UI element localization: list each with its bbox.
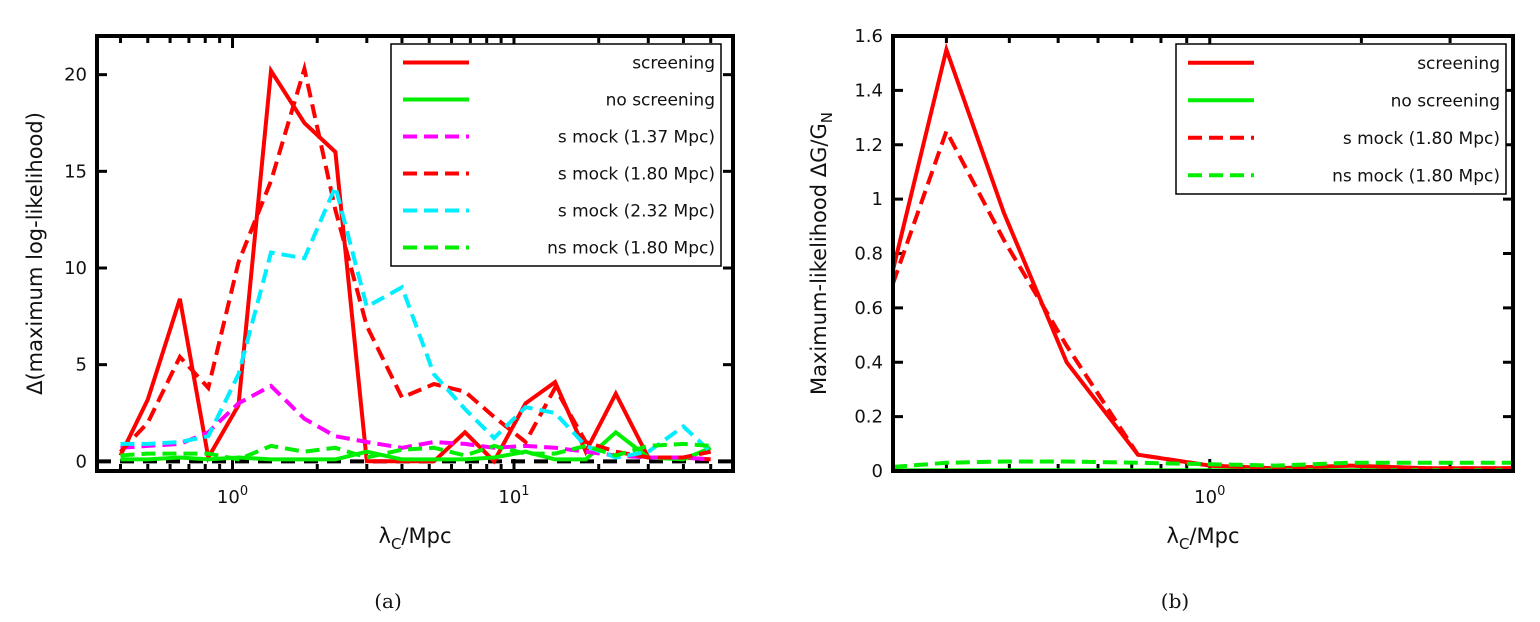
series-line-ns-mock-1-80-mpc- xyxy=(893,459,1513,469)
legend-box xyxy=(1175,43,1507,195)
y-axis-label: Maximum-likelihood ΔG/GN xyxy=(807,112,836,395)
y-tick-label: 20 xyxy=(64,65,87,86)
chart-panel-a: 0 5 10 15 20 100 101 screening no screening s moc… xyxy=(23,34,735,613)
legend-box xyxy=(390,43,722,267)
plot-frame xyxy=(891,34,1515,473)
legend-label: s mock (2.32 Mpc) xyxy=(558,202,715,222)
x-tick-label: 100 xyxy=(1194,484,1225,508)
y-tick-label: 15 xyxy=(64,161,87,182)
series-line-no-screening xyxy=(120,429,712,462)
legend-label: screening xyxy=(1417,54,1500,74)
legend-label: screening xyxy=(632,54,715,74)
y-tick-label: 0.2 xyxy=(854,407,883,428)
y-tick-label: 10 xyxy=(64,258,87,279)
y-tick-label: 1.4 xyxy=(854,80,883,101)
panel-caption: (a) xyxy=(374,589,402,613)
y-tick-label: 0 xyxy=(76,451,87,472)
legend-label: no screening xyxy=(606,91,715,111)
x-axis-label: λC/Mpc xyxy=(379,524,452,553)
y-tick-label: 0.6 xyxy=(854,298,883,319)
series-line-s-mock-1-80-mpc- xyxy=(119,60,712,460)
y-tick-label: 1.6 xyxy=(854,26,883,47)
y-axis-label: Δ(maximum log-likelihood) xyxy=(23,112,47,395)
series-line-s-mock-2-32-mpc- xyxy=(120,180,713,460)
panel-caption: (b) xyxy=(1161,589,1189,613)
x-tick-label: 100 xyxy=(217,484,248,508)
series-line-s-mock-1-80-mpc- xyxy=(893,126,1513,471)
legend-label: s mock (1.37 Mpc) xyxy=(558,128,715,148)
x-axis-label: λC/Mpc xyxy=(1167,524,1240,553)
legend: screening no screening s mock (1.37 Mpc) s … xyxy=(390,43,722,267)
y-tick-label: 1 xyxy=(872,189,883,210)
legend-label: ns mock (1.80 Mpc) xyxy=(1332,166,1500,186)
plot-frame xyxy=(95,34,735,473)
legend: screening no screening s mock (1.80 Mpc) ns… xyxy=(1175,43,1507,195)
legend-label: s mock (1.80 Mpc) xyxy=(1343,129,1500,149)
y-tick-label: 5 xyxy=(76,355,87,376)
series-line-ns-mock-1-80-mpc- xyxy=(120,441,711,462)
y-tick-label: 0 xyxy=(872,461,883,482)
legend-label: no screening xyxy=(1391,91,1500,111)
y-tick-label: 1.2 xyxy=(854,135,883,156)
y-tick-label: 0.8 xyxy=(854,244,883,265)
series-group xyxy=(118,60,713,465)
legend-label: ns mock (1.80 Mpc) xyxy=(547,239,715,259)
x-tick-label: 101 xyxy=(498,484,529,508)
y-tick-label: 0.4 xyxy=(854,352,883,373)
chart-panel-b: 0 0.2 0.4 0.6 0.8 1 1.2 1.4 1.6 100 screening no sc… xyxy=(807,26,1515,613)
legend-label: s mock (1.80 Mpc) xyxy=(558,165,715,185)
